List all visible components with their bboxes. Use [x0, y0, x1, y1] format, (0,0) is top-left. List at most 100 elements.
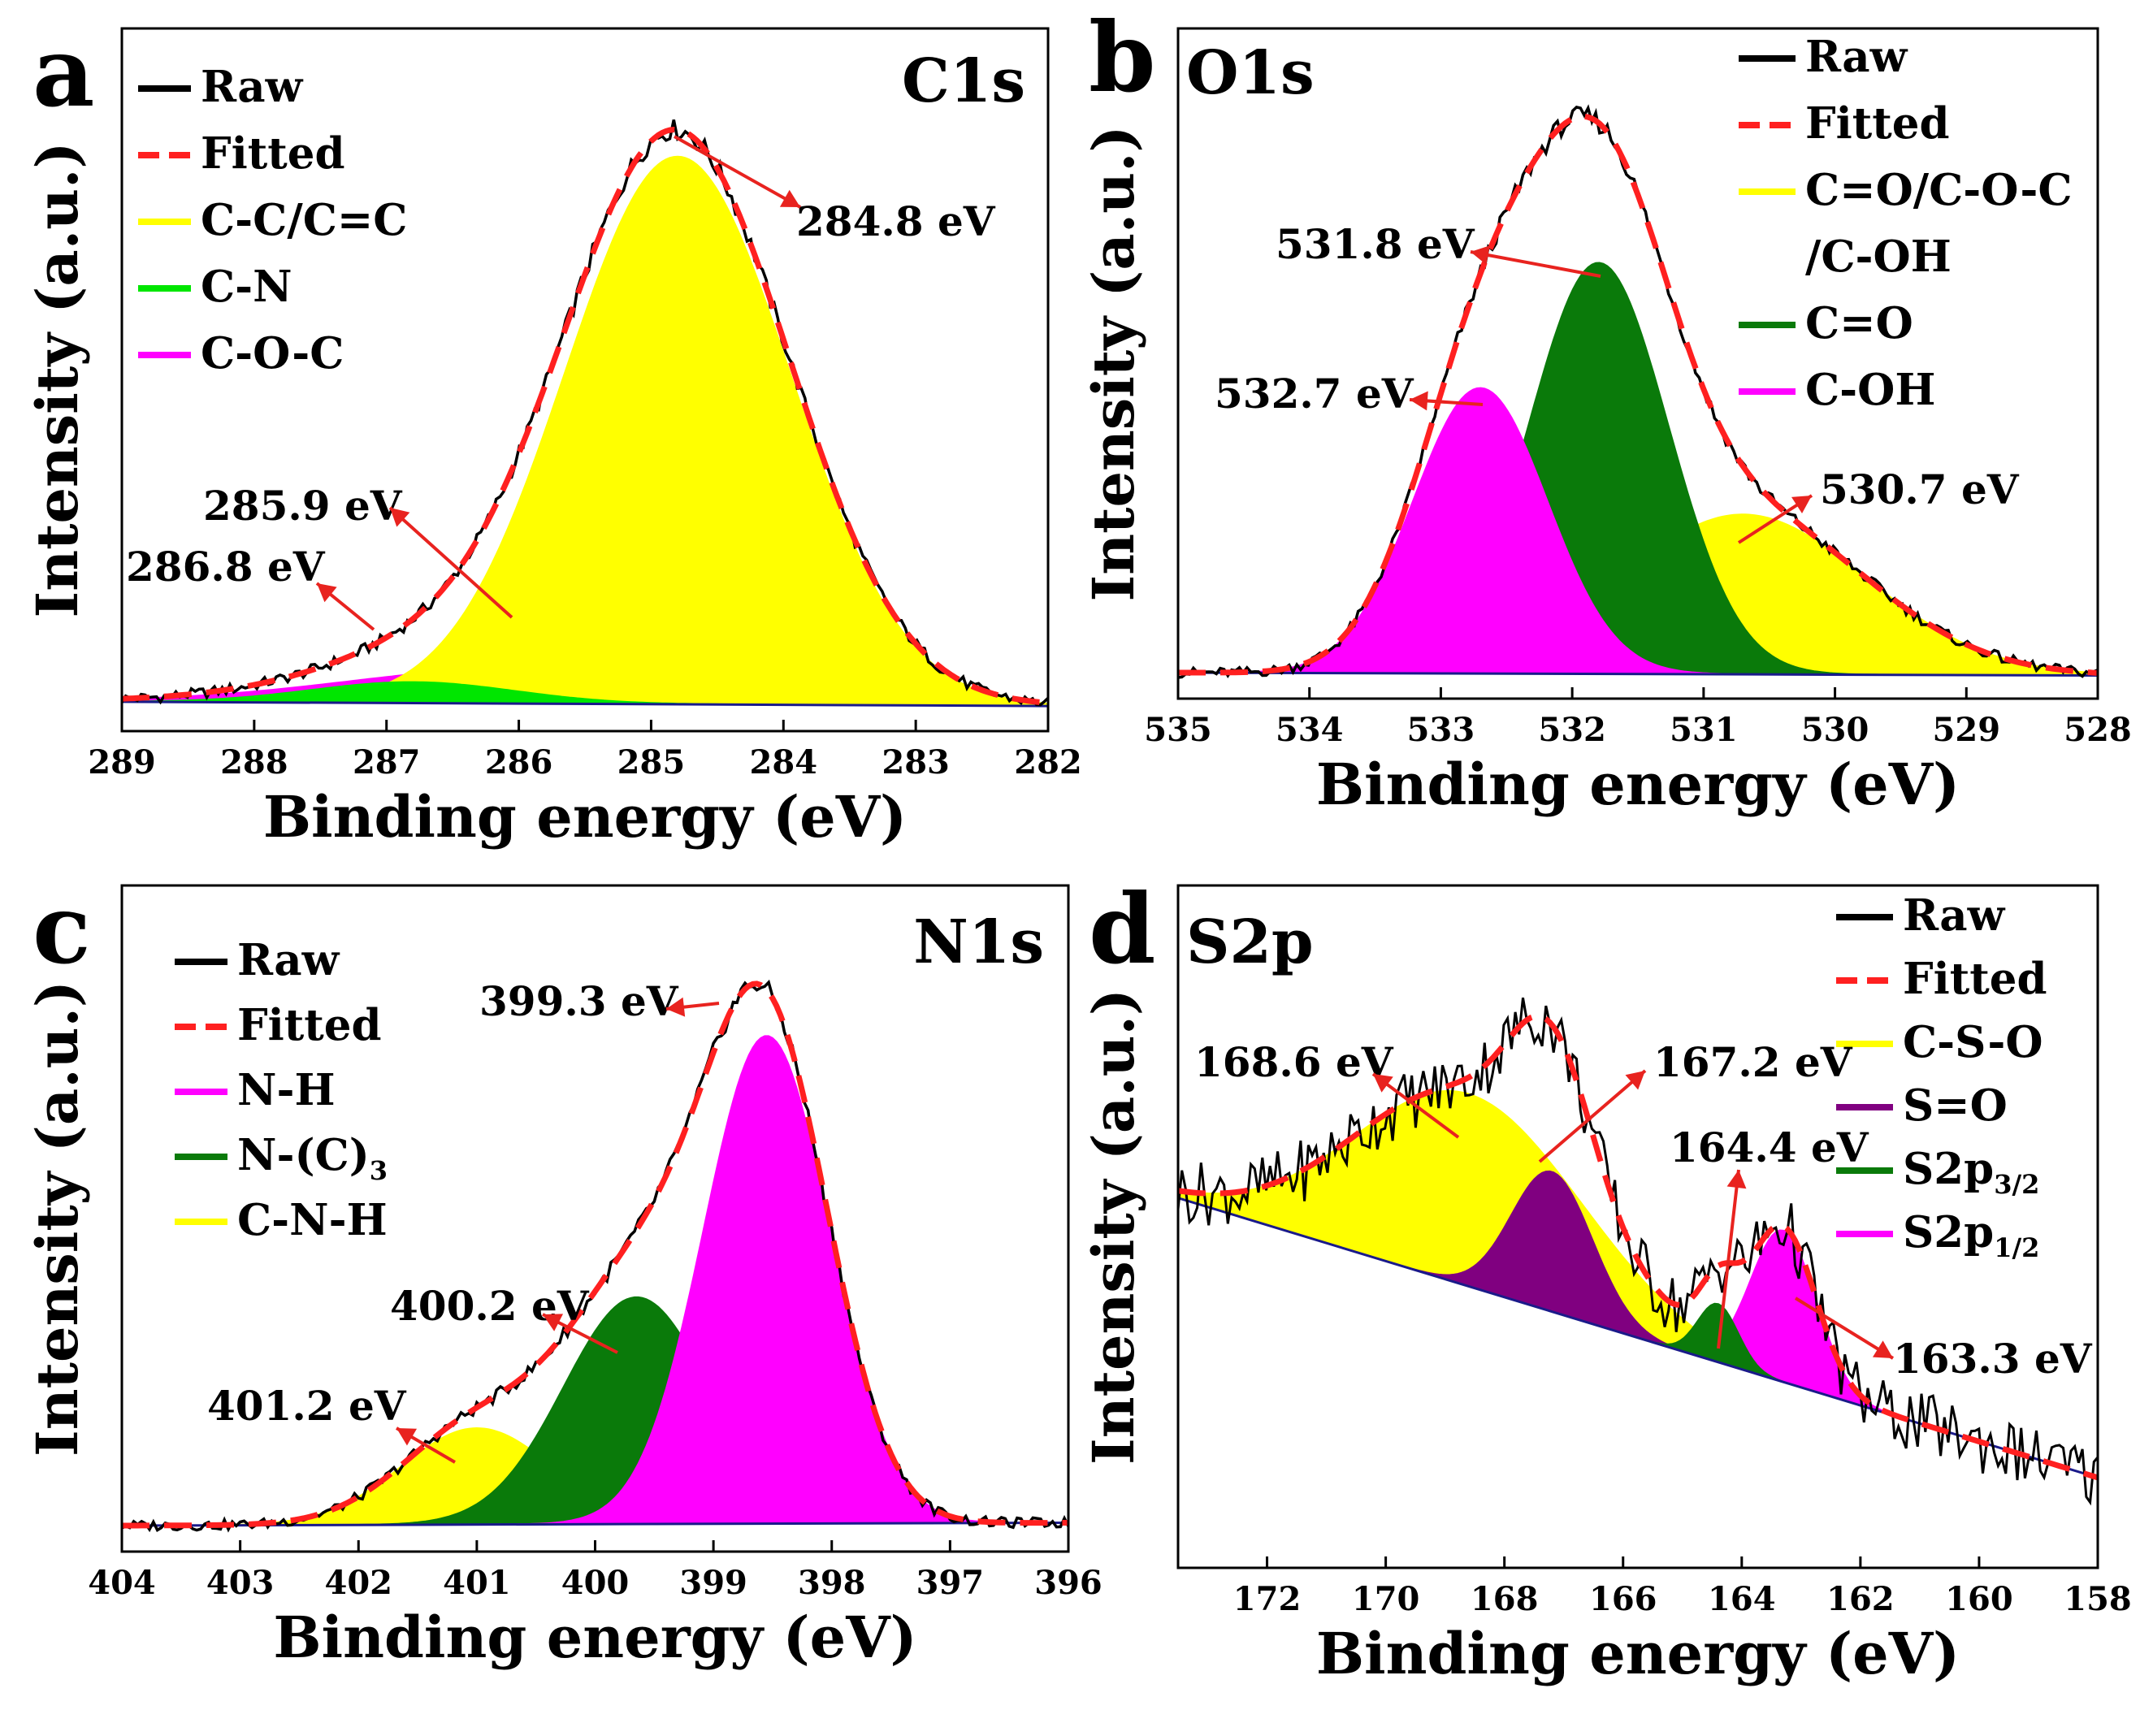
annotation-arrowhead: [666, 997, 686, 1017]
legend-label: C-N: [201, 262, 292, 312]
x-tick-label: 532: [1538, 711, 1606, 749]
panel-letter: d: [1089, 872, 1156, 985]
fitted-line: [122, 126, 1048, 706]
x-tick-label: 286: [485, 743, 553, 781]
legend-label: C-S-O: [1903, 1017, 2043, 1067]
x-tick-label: 531: [1670, 711, 1738, 749]
chart-panel-a: 289 288 287 286 285 284 283 282 Binding energy (…: [24, 15, 1082, 851]
baseline: [1178, 671, 2098, 677]
peak-annotation: 168.6 eV: [1194, 1038, 1394, 1086]
legend: Raw Fitted C-C/C=C C-N C-O-C: [138, 62, 408, 379]
x-tick-label: 396: [1034, 1564, 1102, 1602]
x-tick-label: 402: [325, 1564, 393, 1602]
annotation-arrowhead: [1872, 1340, 1893, 1358]
x-tick-label: 170: [1352, 1580, 1420, 1618]
x-tick-label: 172: [1233, 1580, 1302, 1618]
x-tick-label: 282: [1014, 743, 1082, 781]
fitted-line: [122, 981, 1068, 1529]
y-axis-title: Intensity (a.u.): [1080, 125, 1147, 601]
panel-title: N1s: [913, 907, 1044, 977]
plot-frame: [120, 27, 1050, 733]
panel-title: O1s: [1186, 38, 1315, 108]
y-axis-title: Intensity (a.u.): [24, 141, 91, 617]
legend-label: Raw: [201, 62, 304, 112]
legend-label: Fitted: [201, 128, 345, 179]
x-axis-title: Binding energy (eV): [263, 783, 907, 851]
legend-label: Fitted: [1805, 98, 1950, 149]
annotation-arrowhead: [396, 1428, 418, 1446]
plot-area-a: [122, 119, 1048, 708]
x-tick-label: 158: [2064, 1580, 2132, 1618]
legend-label: S2p3/2: [1903, 1144, 2039, 1200]
annotation-arrow-line: [1794, 1297, 1895, 1360]
x-tick-label: 528: [2064, 711, 2132, 749]
legend-label: Raw: [1903, 890, 2006, 941]
legend-label-continued: /C-OH: [1805, 232, 1952, 282]
annotation-arrowhead: [317, 583, 337, 603]
x-tick-label: 168: [1471, 1580, 1539, 1618]
annotation-arrow-line: [388, 506, 513, 619]
plot-frame: [1176, 27, 2099, 700]
x-tick-label: 529: [1933, 711, 2001, 749]
peak-annotation: 401.2 eV: [207, 1382, 407, 1430]
annotation-arrowhead: [1471, 245, 1490, 265]
annotation-arrowhead: [1625, 1071, 1645, 1090]
plot-frame: [1176, 884, 2099, 1569]
x-tick-label: 400: [561, 1564, 630, 1602]
x-tick-label: 283: [882, 743, 950, 781]
legend-label: Raw: [237, 935, 340, 985]
peak-annotation: 164.4 eV: [1670, 1123, 1869, 1171]
x-tick-label: 535: [1144, 711, 1212, 749]
panel-title: C1s: [902, 46, 1025, 116]
x-tick-label: 404: [88, 1564, 156, 1602]
x-tick-label: 284: [750, 743, 818, 781]
annotation-arrowhead: [543, 1314, 564, 1331]
x-tick-label: 398: [798, 1564, 866, 1602]
panel-letter: b: [1089, 1, 1156, 114]
x-axis-title: Binding energy (eV): [1316, 1620, 1960, 1687]
legend-label: N-H: [237, 1065, 336, 1115]
legend: Raw Fitted C=O/C-O-C/C-OH C=O C-OH: [1739, 32, 2073, 415]
legend-label: C=O: [1805, 298, 1913, 348]
x-tick-label: 399: [679, 1564, 747, 1602]
raw-line: [1178, 997, 2098, 1506]
peak-annotation: 284.8 eV: [796, 197, 996, 245]
legend-label: C=O/C-O-C: [1805, 165, 2073, 215]
peak-annotation: 286.8 eV: [126, 543, 326, 591]
legend-label: C-OH: [1805, 365, 1935, 415]
panel-letter: c: [32, 872, 91, 985]
legend-label: Raw: [1805, 32, 1908, 82]
peak-annotation: 530.7 eV: [1820, 465, 2020, 513]
plot-area-b: [1178, 104, 2098, 679]
x-tick-label: 287: [353, 743, 421, 781]
x-tick-label: 403: [206, 1564, 275, 1602]
annotation-arrow-line: [674, 135, 801, 209]
fitted-line: [1178, 113, 2098, 676]
legend-label: C-N-H: [237, 1195, 388, 1245]
annotation-arrowhead: [1373, 1074, 1393, 1093]
baseline: [122, 700, 1048, 708]
x-tick-label: 401: [443, 1564, 511, 1602]
annotation-arrowhead: [1410, 391, 1428, 411]
plot-area-c: [122, 979, 1068, 1533]
y-axis-title: Intensity (a.u.): [24, 981, 91, 1457]
legend-label: C-C/C=C: [201, 195, 408, 245]
x-tick-label: 289: [88, 743, 156, 781]
x-tick-label: 160: [1945, 1580, 2013, 1618]
legend: Raw Fitted C-S-O S=O S2p3/2 S2p1/2: [1836, 890, 2047, 1263]
plot-area-d: [1178, 997, 2098, 1506]
annotation-arrow-line: [1538, 1069, 1647, 1163]
legend-label: N-(C)3: [237, 1130, 388, 1186]
peak-annotation: 399.3 eV: [479, 977, 679, 1025]
peak-annotation: 532.7 eV: [1215, 370, 1414, 418]
legend-label: Fitted: [1903, 954, 2047, 1004]
peak-annotation: 285.9 eV: [203, 482, 403, 530]
x-axis-title: Binding energy (eV): [273, 1604, 916, 1671]
legend-label: S=O: [1903, 1080, 2008, 1131]
legend-label: C-O-C: [201, 328, 344, 379]
annotation-arrowhead: [1791, 496, 1812, 514]
x-tick-label: 533: [1407, 711, 1475, 749]
annotation-arrow-line: [1470, 250, 1601, 278]
peak-annotation: 163.3 eV: [1893, 1335, 2093, 1383]
